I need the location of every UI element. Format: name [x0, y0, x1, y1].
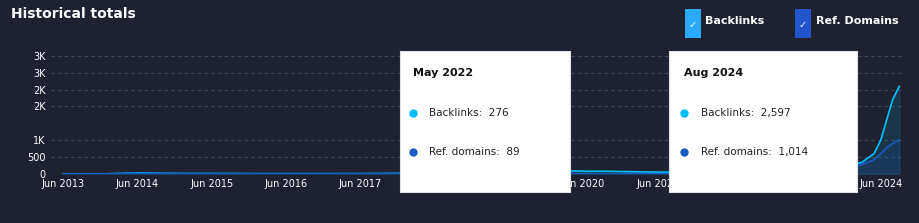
Text: Aug 2024: Aug 2024: [684, 68, 743, 78]
Text: Ref. Domains: Ref. Domains: [816, 16, 899, 26]
Text: Backlinks:  2,597: Backlinks: 2,597: [701, 108, 790, 118]
Text: Ref. domains:  89: Ref. domains: 89: [428, 147, 519, 157]
Text: ✓: ✓: [688, 20, 697, 30]
Text: Ref. domains:  1,014: Ref. domains: 1,014: [701, 147, 808, 157]
Text: Historical totals: Historical totals: [11, 7, 136, 21]
Text: Backlinks: Backlinks: [706, 16, 765, 26]
Text: Backlinks:  276: Backlinks: 276: [428, 108, 508, 118]
Text: ✓: ✓: [799, 20, 807, 30]
Text: May 2022: May 2022: [414, 68, 473, 78]
